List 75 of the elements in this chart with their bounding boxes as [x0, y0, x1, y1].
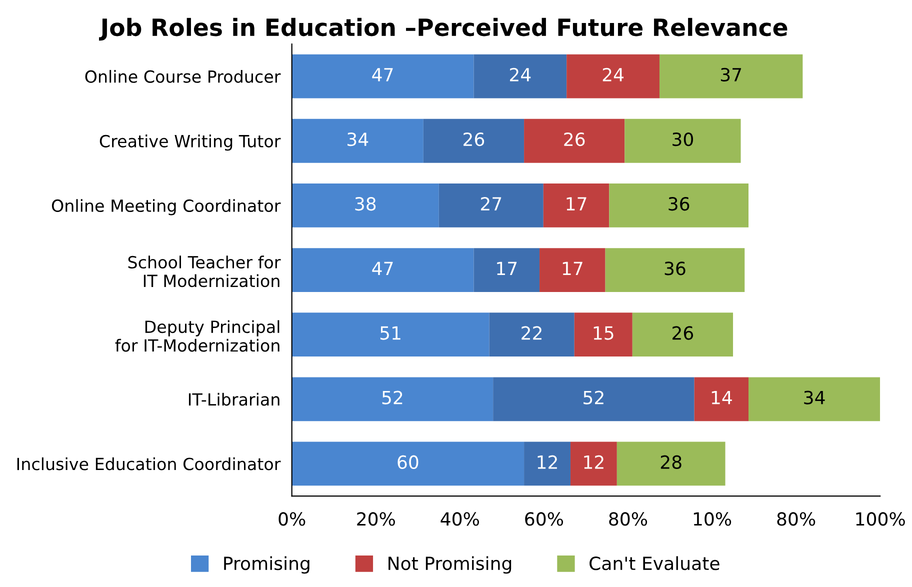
bar	[748, 377, 880, 422]
bar	[489, 312, 574, 357]
data-label: 47	[372, 262, 393, 275]
text: 10%	[694, 512, 732, 526]
text: 0%	[278, 512, 306, 526]
data-label: 17	[562, 262, 582, 275]
data-label: 34	[348, 132, 368, 146]
bar	[292, 118, 424, 163]
data-label: 17	[566, 197, 586, 210]
chart-title: Job Roles in Education –Perceived Future Relevance	[98, 18, 788, 41]
bar	[524, 118, 625, 163]
data-label: 36	[664, 262, 686, 276]
data-label: 52	[584, 390, 604, 404]
data-label: 28	[660, 455, 682, 469]
bar	[616, 442, 726, 486]
data-label: 47	[372, 68, 393, 82]
bar	[423, 118, 524, 163]
data-label: 27	[480, 197, 502, 210]
data-label: 30	[672, 132, 693, 146]
bar	[292, 183, 439, 228]
legend-label: Can't Evaluate	[590, 556, 720, 570]
y-tick-label: Deputy Principal for IT-Modernization	[115, 320, 280, 352]
bar	[632, 312, 734, 357]
data-label: 51	[380, 326, 400, 340]
data-label: 14	[712, 390, 732, 404]
data-label: 26	[464, 132, 484, 146]
bar	[292, 442, 524, 486]
data-label: 24	[510, 68, 531, 82]
data-label: 15	[594, 326, 614, 340]
data-label: 24	[602, 68, 624, 82]
y-tick-label: Online Course Producer	[85, 70, 281, 83]
bar	[543, 183, 610, 228]
bar	[574, 312, 632, 357]
bar	[609, 183, 748, 228]
data-label: 26	[564, 132, 585, 146]
text: 80%	[609, 512, 648, 526]
bar	[566, 54, 660, 98]
data-label: 12	[584, 455, 604, 469]
text: 80%	[777, 512, 816, 526]
text: 100%	[856, 512, 905, 526]
data-label: 17	[497, 262, 517, 275]
y-tick-label: Online Meeting Coordinator	[52, 199, 281, 216]
text: 20%	[357, 512, 395, 526]
data-label: 38	[355, 197, 376, 211]
bar	[292, 54, 474, 98]
data-label: 22	[522, 326, 542, 340]
y-tick-label: IT-Librarian	[188, 392, 280, 406]
bar	[292, 377, 494, 422]
bar	[605, 248, 745, 292]
bar	[292, 312, 490, 357]
bar	[292, 248, 474, 292]
text: 40%	[440, 512, 479, 526]
y-tick-label: Inclusive Education Coordinator	[17, 457, 281, 470]
data-label: 60	[398, 455, 418, 469]
y-tick-label: Creative Writing Tutor	[100, 134, 281, 151]
data-label: 12	[538, 455, 557, 469]
bar	[524, 442, 570, 486]
bar	[659, 54, 803, 98]
data-label: 36	[668, 197, 690, 211]
bar	[474, 248, 540, 292]
bar	[694, 377, 748, 422]
bar	[540, 248, 606, 292]
bar	[474, 54, 567, 98]
legend-label: Promising	[224, 556, 310, 574]
data-label: 52	[382, 390, 402, 404]
legend-label: Not Promising	[388, 556, 512, 574]
data-label: 37	[720, 68, 742, 82]
data-label: 26	[672, 326, 694, 340]
data-label: 34	[804, 390, 825, 404]
bar	[438, 183, 544, 228]
bar	[624, 118, 741, 163]
text: 60%	[525, 512, 564, 526]
bar	[570, 442, 617, 486]
y-tick-label: School Teacher for IT Modernization	[128, 256, 281, 288]
bar	[493, 377, 694, 422]
